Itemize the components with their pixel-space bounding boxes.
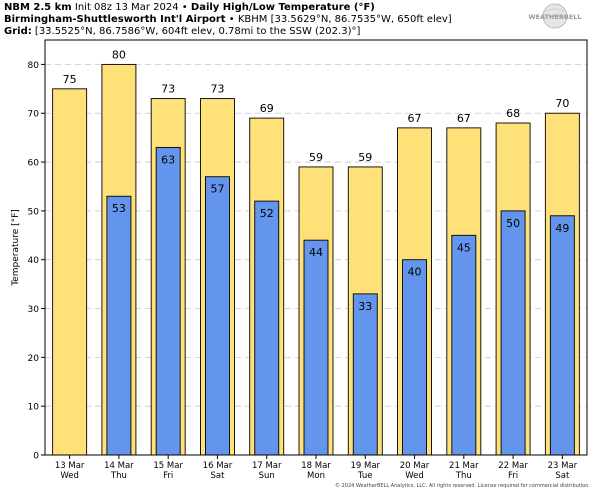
high-temp-label: 75: [63, 73, 77, 86]
chart-header: NBM 2.5 km Init 08z 13 Mar 2024 • Daily …: [4, 2, 452, 38]
low-temp-bar: [500, 210, 526, 456]
low-temp-bar: [254, 200, 280, 456]
y-axis-label: Temperature [°F]: [11, 209, 21, 287]
grid-info: [33.5525°N, 86.7586°W, 604ft elev, 0.78m…: [34, 26, 361, 37]
high-temp-label: 67: [408, 112, 422, 125]
y-tick-label: 60: [28, 159, 40, 169]
x-tick-date-label: 16 Mar: [203, 461, 233, 471]
station-name: Birmingham-Shuttlesworth Int'l Airport: [4, 14, 226, 25]
y-tick-label: 30: [28, 305, 40, 315]
x-tick-date-label: 20 Mar: [400, 461, 430, 471]
x-tick-day-label: Fri: [163, 471, 173, 481]
low-temp-bar: [451, 234, 477, 456]
low-temp-bar: [106, 195, 132, 456]
weatherbell-logo: WEATHERBELL: [528, 3, 582, 29]
low-temp-bar: [402, 259, 427, 456]
x-tick-date-label: 17 Mar: [252, 461, 282, 471]
high-temp-label: 59: [358, 151, 372, 164]
x-tick-date-label: 23 Mar: [548, 461, 578, 471]
grid-label: Grid:: [4, 26, 32, 37]
low-temp-bar: [205, 176, 230, 456]
chart-title: Daily High/Low Temperature (°F): [190, 2, 375, 13]
low-temp-label: 50: [506, 217, 520, 230]
y-tick-label: 70: [28, 110, 40, 120]
low-temp-label: 63: [161, 153, 175, 166]
bullet-separator: •: [181, 2, 188, 13]
low-temp-label: 49: [555, 222, 569, 235]
x-tick-date-label: 19 Mar: [350, 461, 380, 471]
x-tick-day-label: Sat: [210, 471, 225, 481]
low-temp-label: 40: [408, 266, 422, 279]
plot-frame: [44, 39, 588, 456]
low-temp-label: 33: [358, 300, 372, 313]
x-tick-date-label: 21 Mar: [449, 461, 479, 471]
x-tick-day-label: Mon: [307, 471, 325, 481]
y-tick-label: 10: [28, 403, 40, 413]
low-temp-label: 53: [112, 202, 126, 215]
y-tick-label: 50: [28, 207, 40, 217]
copyright-footer: © 2024 WeatherBELL Analytics, LLC. All r…: [335, 483, 590, 489]
x-tick-day-label: Tue: [357, 471, 373, 481]
x-tick-day-label: Fri: [508, 471, 518, 481]
y-tick-label: 0: [33, 452, 39, 462]
high-temp-label: 69: [260, 102, 274, 115]
low-temp-label: 45: [457, 241, 471, 254]
x-tick-day-label: Sun: [259, 471, 275, 481]
x-tick-day-label: Thu: [110, 471, 127, 481]
y-tick-label: 20: [28, 354, 40, 364]
low-temp-label: 52: [260, 207, 274, 220]
x-tick-day-label: Sat: [555, 471, 570, 481]
station-info: KBHM [33.5629°N, 86.7535°W, 650ft elev]: [237, 14, 452, 25]
high-temp-label: 73: [210, 83, 224, 96]
low-temp-bar: [303, 239, 329, 456]
low-temp-bar: [549, 215, 575, 456]
high-temp-label: 68: [506, 107, 520, 120]
x-tick-date-label: 14 Mar: [104, 461, 134, 471]
high-temp-bar: [52, 88, 88, 456]
high-temp-label: 70: [555, 97, 569, 110]
x-tick-date-label: 13 Mar: [55, 461, 85, 471]
high-temp-label: 73: [161, 83, 175, 96]
header-line-1: NBM 2.5 km Init 08z 13 Mar 2024 • Daily …: [4, 2, 452, 14]
model-name: NBM 2.5 km: [4, 2, 72, 13]
low-temp-bar: [352, 293, 378, 456]
x-tick-day-label: Wed: [405, 471, 424, 481]
high-temp-label: 67: [457, 112, 471, 125]
x-tick-date-label: 22 Mar: [498, 461, 528, 471]
low-temp-label: 57: [210, 183, 224, 196]
x-tick-day-label: Wed: [60, 471, 79, 481]
init-time: Init 08z 13 Mar 2024: [74, 2, 179, 13]
y-tick-label: 40: [28, 256, 40, 266]
header-line-3: Grid: [33.5525°N, 86.7586°W, 604ft elev,…: [4, 26, 452, 38]
high-temp-label: 59: [309, 151, 323, 164]
logo-text: WEATHERBELL: [528, 13, 581, 21]
low-temp-label: 44: [309, 246, 323, 259]
x-tick-date-label: 18 Mar: [301, 461, 331, 471]
header-line-2: Birmingham-Shuttlesworth Int'l Airport •…: [4, 14, 452, 26]
low-temp-bar: [155, 146, 181, 456]
bullet-separator-2: •: [228, 14, 235, 25]
y-tick-label: 80: [28, 61, 40, 71]
x-tick-date-label: 15 Mar: [153, 461, 183, 471]
x-tick-day-label: Thu: [455, 471, 472, 481]
high-temp-label: 80: [112, 48, 126, 61]
